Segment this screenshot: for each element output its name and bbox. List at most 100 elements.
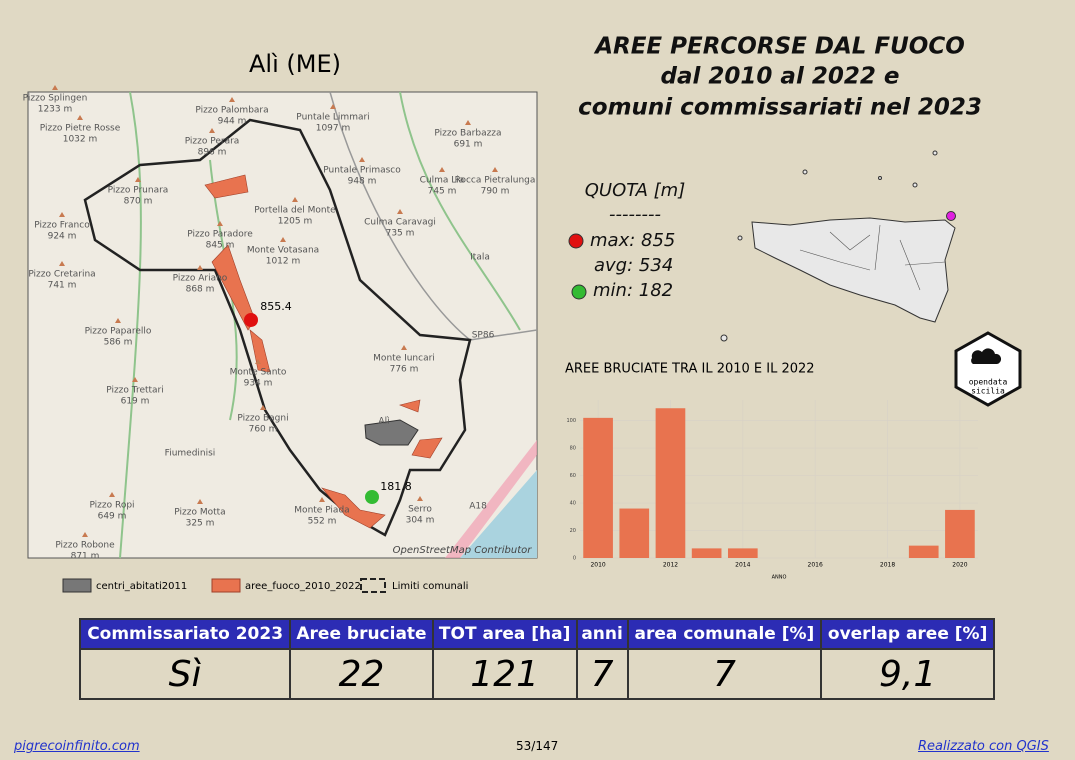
peak-icon bbox=[217, 221, 223, 226]
peak-icon bbox=[132, 377, 138, 382]
map bbox=[27, 91, 538, 559]
place-elevation: 649 m bbox=[98, 512, 127, 522]
peak-icon bbox=[82, 532, 88, 537]
table-header: overlap aree [%] bbox=[820, 618, 995, 650]
legend-swatch bbox=[360, 578, 386, 593]
min-point bbox=[365, 490, 379, 504]
y-tick-label: 20 bbox=[570, 528, 576, 534]
place-elevation: 948 m bbox=[348, 177, 377, 187]
place-name: Serro bbox=[408, 505, 432, 515]
peak-icon bbox=[330, 104, 336, 109]
quota-title: QUOTA [m] bbox=[585, 180, 685, 201]
peak-icon bbox=[77, 115, 83, 120]
table-header: anni bbox=[575, 618, 629, 650]
sicily-map bbox=[720, 150, 956, 342]
quota-avg: avg: 534 bbox=[594, 255, 673, 276]
place-elevation: 924 m bbox=[48, 232, 77, 242]
y-tick-label: 100 bbox=[566, 418, 576, 424]
place-name: Culma Caravagi bbox=[364, 218, 436, 228]
x-tick-label: 2012 bbox=[663, 562, 678, 569]
x-tick-label: 2018 bbox=[880, 562, 895, 569]
place-elevation: 934 m bbox=[244, 379, 273, 389]
place-elevation: 1097 m bbox=[316, 124, 351, 134]
summary-table: Commissariato 2023 Aree bruciate TOT area … bbox=[78, 618, 995, 700]
table-cell: 121 bbox=[431, 648, 578, 700]
place-name: Pizzo Paparello bbox=[85, 327, 152, 337]
footer-link[interactable]: Realizzato con QGIS bbox=[918, 739, 1049, 754]
peak-icon bbox=[255, 359, 261, 364]
place-label: Fiumedinisi bbox=[165, 449, 216, 459]
place-elevation: 1032 m bbox=[63, 135, 98, 145]
peak-icon bbox=[59, 261, 65, 266]
place-elevation: 760 m bbox=[249, 425, 278, 435]
peak-icon bbox=[280, 237, 286, 242]
peak-icon bbox=[197, 499, 203, 504]
table-cell: 7 bbox=[575, 648, 629, 700]
peak-icon bbox=[401, 345, 407, 350]
table-header: area comunale [%] bbox=[626, 618, 823, 650]
place-elevation: 745 m bbox=[428, 187, 457, 197]
title: comuni commissariati nel 2023 bbox=[578, 95, 982, 121]
place-name: Pizzo Palombara bbox=[195, 106, 268, 116]
canvas: Alì (ME) AREE PERCORSE DAL FUOCO dal 201… bbox=[23, 34, 1022, 593]
place-name: Pizzo Bagni bbox=[237, 414, 288, 424]
x-tick-label: 2010 bbox=[590, 562, 605, 569]
table-cell: 9,1 bbox=[820, 648, 995, 700]
peak-icon bbox=[439, 167, 445, 172]
quota-min: min: 182 bbox=[593, 280, 673, 301]
place-elevation: 619 m bbox=[121, 397, 150, 407]
place-elevation: 870 m bbox=[124, 197, 153, 207]
title: dal 2010 al 2022 e bbox=[661, 64, 900, 90]
point-label: 855.4 bbox=[260, 300, 292, 313]
map-title: Alì (ME) bbox=[249, 50, 341, 78]
place-name: Pizzo Prunara bbox=[108, 186, 169, 196]
bar bbox=[655, 408, 686, 558]
peak-icon bbox=[359, 157, 365, 162]
table-header: TOT area [ha] bbox=[431, 618, 578, 650]
place-name: Monte Piada bbox=[294, 506, 349, 516]
place-label: Itala bbox=[470, 253, 490, 263]
place-elevation: 586 m bbox=[104, 338, 133, 348]
place-name: Pizzo Paradore bbox=[187, 230, 253, 240]
x-tick-label: 2016 bbox=[808, 562, 823, 569]
place-elevation: 325 m bbox=[186, 519, 215, 529]
min-dot bbox=[571, 284, 587, 300]
peak-icon bbox=[229, 97, 235, 102]
table-cell: Sì bbox=[78, 648, 292, 700]
point-label: 181.8 bbox=[380, 480, 412, 493]
attribution: OpenStreetMap Contributor bbox=[393, 545, 533, 556]
place-name: Monte Iuncari bbox=[373, 354, 435, 364]
place-name: Pizzo Motta bbox=[174, 508, 225, 518]
legend-swatch bbox=[211, 578, 241, 593]
place-name: Pizzo Ariano bbox=[173, 274, 228, 284]
place-elevation: 868 m bbox=[186, 285, 215, 295]
max-point bbox=[244, 313, 258, 327]
y-tick-label: 80 bbox=[570, 446, 576, 452]
peak-icon bbox=[135, 177, 141, 182]
place-label: A18 bbox=[469, 502, 487, 512]
place-name: Pizzo Ropi bbox=[89, 501, 134, 511]
place-name: Pizzo Trettari bbox=[106, 386, 164, 396]
peak-icon bbox=[109, 492, 115, 497]
place-elevation: 944 m bbox=[218, 117, 247, 127]
peak-icon bbox=[260, 405, 266, 410]
place-name: Culma Lia bbox=[420, 176, 465, 186]
bar bbox=[945, 509, 975, 558]
place-name: Pizzo Pietre Rosse bbox=[40, 124, 121, 134]
table-header: Commissariato 2023 bbox=[78, 618, 292, 650]
place-name: Puntale Limmari bbox=[296, 113, 369, 123]
title: AREE PERCORSE DAL FUOCO bbox=[593, 34, 965, 60]
place-name: Pizzo Barbazza bbox=[434, 129, 501, 139]
x-tick-label: 2020 bbox=[952, 562, 967, 569]
table-cell: 7 bbox=[626, 648, 823, 700]
peak-icon bbox=[465, 120, 471, 125]
place-name: Pizzo Perara bbox=[185, 137, 240, 147]
place-elevation: 741 m bbox=[48, 281, 77, 291]
peak-icon bbox=[209, 128, 215, 133]
table-header: Aree bruciate bbox=[289, 618, 434, 650]
place-elevation: 304 m bbox=[406, 516, 435, 526]
location-dot bbox=[946, 211, 956, 221]
bar bbox=[583, 417, 613, 558]
footer-link[interactable]: pigrecoinfinito.com bbox=[14, 739, 140, 754]
place-elevation: 776 m bbox=[390, 365, 419, 375]
